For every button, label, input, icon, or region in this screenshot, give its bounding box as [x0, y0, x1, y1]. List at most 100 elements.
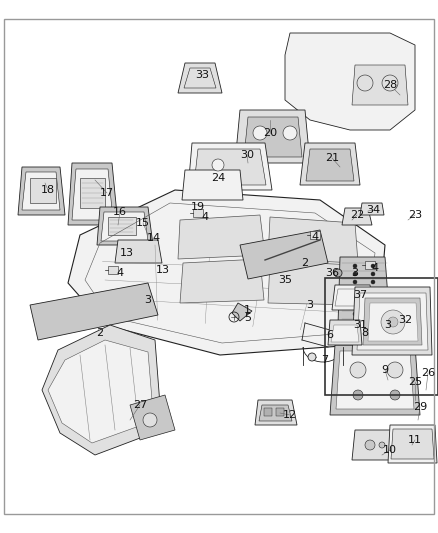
- Polygon shape: [232, 303, 252, 321]
- Text: 12: 12: [283, 410, 297, 420]
- Text: 14: 14: [147, 233, 161, 243]
- Text: 30: 30: [240, 150, 254, 160]
- Bar: [108, 217, 136, 235]
- Circle shape: [212, 159, 224, 171]
- Polygon shape: [352, 287, 432, 355]
- Polygon shape: [180, 259, 264, 303]
- Text: 26: 26: [421, 368, 435, 378]
- Polygon shape: [188, 143, 272, 190]
- Text: 2: 2: [301, 258, 308, 268]
- Polygon shape: [342, 208, 372, 225]
- Polygon shape: [360, 203, 384, 215]
- Circle shape: [350, 362, 366, 378]
- Polygon shape: [388, 425, 437, 463]
- Circle shape: [353, 280, 357, 284]
- Text: 2: 2: [96, 328, 103, 338]
- Text: 19: 19: [191, 202, 205, 212]
- Circle shape: [353, 288, 357, 292]
- Text: 16: 16: [113, 207, 127, 217]
- Text: 24: 24: [211, 173, 225, 183]
- Polygon shape: [331, 325, 359, 342]
- Polygon shape: [330, 345, 420, 415]
- Polygon shape: [259, 405, 292, 421]
- Text: 3: 3: [385, 320, 392, 330]
- Circle shape: [371, 264, 375, 268]
- Circle shape: [334, 269, 342, 277]
- Polygon shape: [22, 172, 60, 210]
- Text: 3: 3: [352, 268, 358, 278]
- Text: 34: 34: [366, 205, 380, 215]
- Polygon shape: [194, 149, 266, 185]
- Text: 5: 5: [244, 313, 251, 323]
- Circle shape: [353, 264, 357, 268]
- Text: 13: 13: [120, 248, 134, 258]
- Circle shape: [353, 312, 357, 316]
- Text: 4: 4: [371, 263, 378, 273]
- Bar: [30, 178, 56, 203]
- Circle shape: [353, 320, 357, 324]
- Circle shape: [143, 413, 157, 427]
- Circle shape: [371, 304, 375, 308]
- Polygon shape: [108, 266, 118, 274]
- Circle shape: [353, 304, 357, 308]
- Circle shape: [371, 280, 375, 284]
- Circle shape: [353, 296, 357, 300]
- Polygon shape: [368, 303, 418, 341]
- Text: 21: 21: [325, 153, 339, 163]
- Polygon shape: [285, 33, 415, 130]
- Circle shape: [283, 126, 297, 140]
- Circle shape: [379, 442, 385, 448]
- Polygon shape: [97, 207, 153, 245]
- Polygon shape: [300, 143, 360, 185]
- Circle shape: [353, 272, 357, 276]
- Circle shape: [253, 126, 267, 140]
- Circle shape: [381, 310, 405, 334]
- Text: 32: 32: [398, 315, 412, 325]
- Polygon shape: [178, 63, 222, 93]
- Polygon shape: [182, 170, 243, 200]
- Bar: [264, 408, 272, 416]
- Text: 3: 3: [307, 300, 314, 310]
- Text: 27: 27: [133, 400, 147, 410]
- Circle shape: [365, 440, 375, 450]
- Circle shape: [388, 317, 398, 327]
- Polygon shape: [352, 65, 408, 105]
- Polygon shape: [30, 283, 158, 340]
- Circle shape: [308, 353, 316, 361]
- Polygon shape: [130, 395, 175, 440]
- Polygon shape: [68, 190, 385, 355]
- Text: 7: 7: [321, 355, 328, 365]
- Bar: [276, 408, 284, 416]
- Text: 20: 20: [263, 128, 277, 138]
- Polygon shape: [365, 261, 375, 269]
- Polygon shape: [332, 285, 373, 310]
- Circle shape: [390, 390, 400, 400]
- Circle shape: [353, 390, 363, 400]
- Polygon shape: [338, 257, 390, 325]
- Polygon shape: [101, 212, 148, 241]
- Text: 8: 8: [361, 328, 368, 338]
- Text: 3: 3: [145, 295, 152, 305]
- Polygon shape: [310, 231, 320, 239]
- Text: 10: 10: [383, 445, 397, 455]
- Text: 4: 4: [311, 232, 318, 242]
- Polygon shape: [244, 117, 302, 157]
- Text: 28: 28: [383, 80, 397, 90]
- Circle shape: [371, 288, 375, 292]
- Text: 25: 25: [408, 377, 422, 387]
- Polygon shape: [352, 430, 395, 460]
- Circle shape: [382, 75, 398, 91]
- Text: 9: 9: [381, 365, 389, 375]
- Text: 31: 31: [353, 320, 367, 330]
- Text: 18: 18: [41, 185, 55, 195]
- Polygon shape: [268, 217, 358, 263]
- Polygon shape: [42, 325, 160, 455]
- Text: 6: 6: [326, 330, 333, 340]
- Circle shape: [371, 272, 375, 276]
- Circle shape: [371, 320, 375, 324]
- Circle shape: [371, 296, 375, 300]
- Polygon shape: [18, 167, 65, 215]
- Text: 13: 13: [156, 265, 170, 275]
- Circle shape: [371, 312, 375, 316]
- Polygon shape: [336, 351, 414, 409]
